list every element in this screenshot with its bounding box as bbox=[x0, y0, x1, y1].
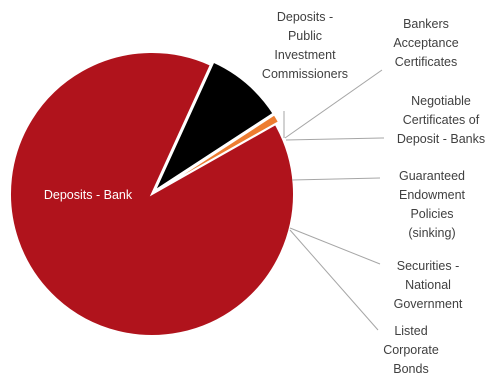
pie-slices bbox=[9, 51, 295, 337]
leader-lines bbox=[283, 69, 385, 331]
leader-line bbox=[285, 137, 385, 141]
slice-label: Bankers Acceptance Certificates bbox=[393, 17, 458, 69]
leader-line bbox=[289, 227, 381, 265]
slice-label-line: Deposits - Bank bbox=[44, 188, 133, 202]
slice-label: Deposits - Bank bbox=[44, 188, 133, 202]
slice-label: Deposits - Public Investment Commissioners bbox=[262, 10, 348, 81]
leader-line bbox=[284, 69, 383, 139]
slice-label-line: National bbox=[405, 278, 451, 292]
slice-label-line: Listed bbox=[394, 324, 427, 338]
slice-label-line: Securities - bbox=[397, 259, 460, 273]
slice-label-line: Deposits - bbox=[277, 10, 333, 24]
slice-label-line: Public bbox=[288, 29, 322, 43]
pie-slice-securities-national-government bbox=[154, 112, 281, 193]
slice-label: Negotiable Certificates of Deposit - Banks bbox=[397, 94, 485, 146]
slice-label: Securities - National Government bbox=[394, 259, 463, 311]
slice-label-line: Negotiable bbox=[411, 94, 471, 108]
slice-label-line: Bonds bbox=[393, 362, 428, 376]
slice-label-line: Government bbox=[394, 297, 463, 311]
leader-line bbox=[291, 177, 381, 181]
slice-label-line: Commissioners bbox=[262, 67, 348, 81]
leader-line bbox=[289, 229, 379, 331]
slice-label-line: Certificates bbox=[395, 55, 458, 69]
slice-label: Listed Corporate Bonds bbox=[383, 324, 439, 376]
pie-slice-guaranteed-endowment-policies-sinking bbox=[152, 60, 275, 194]
slice-label-line: Guaranteed bbox=[399, 169, 465, 183]
slice-label-line: Certificates of bbox=[403, 113, 480, 127]
slice-label-line: Bankers bbox=[403, 17, 449, 31]
slice-label: Guaranteed Endowment Policies (sinking) bbox=[399, 169, 466, 240]
slice-labels: Deposits - Public Investment Commissioners B… bbox=[44, 10, 485, 376]
slice-label-line: Investment bbox=[274, 48, 336, 62]
pie-slice-deposits-bank bbox=[9, 51, 295, 337]
slice-label-line: (sinking) bbox=[408, 226, 455, 240]
slice-label-line: Policies bbox=[410, 207, 453, 221]
slice-label-line: Acceptance bbox=[393, 36, 458, 50]
slice-label-line: Deposit - Banks bbox=[397, 132, 485, 146]
slice-label-line: Endowment bbox=[399, 188, 466, 202]
slice-label-line: Corporate bbox=[383, 343, 439, 357]
